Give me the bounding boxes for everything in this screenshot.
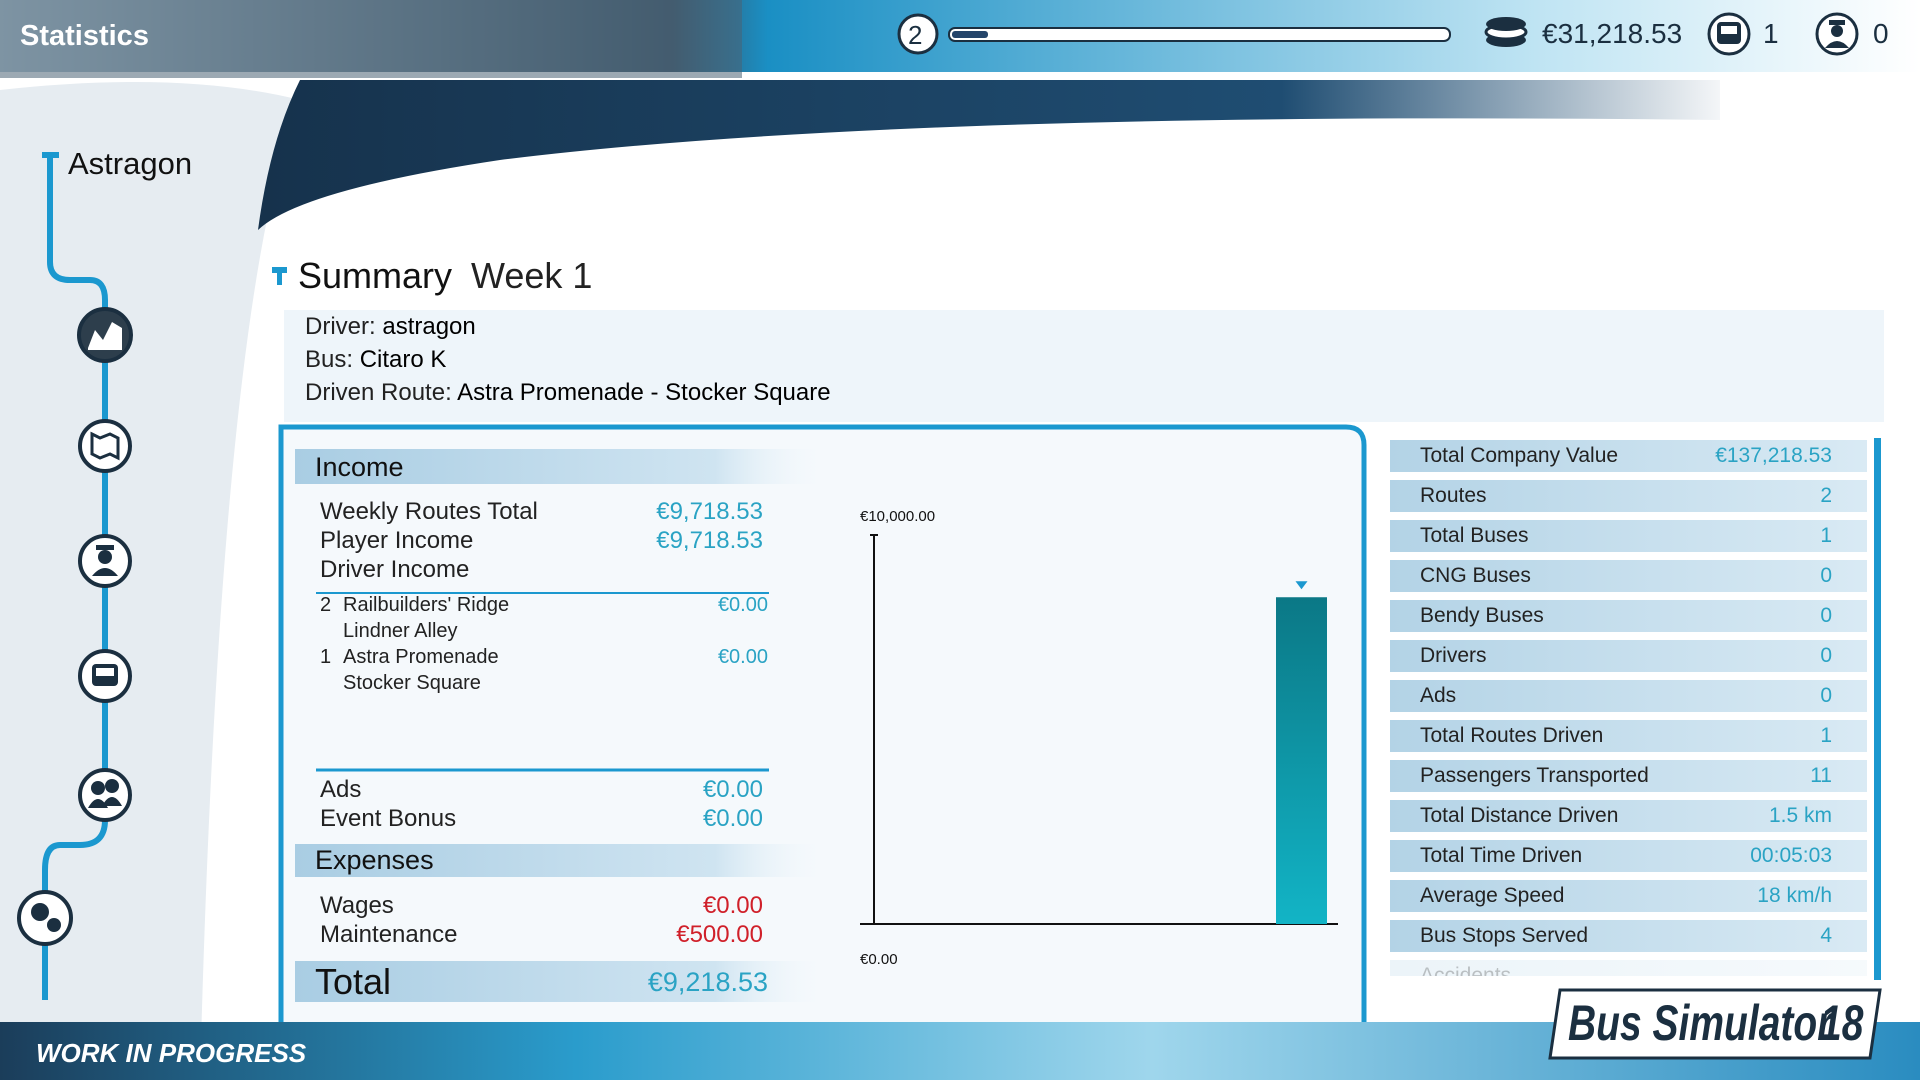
bar [1276,597,1327,924]
stat-value: 1 [1820,524,1832,547]
route-line: Driven Route: Astra Promenade - Stocker … [305,379,831,407]
income-value: €0.00 [702,776,763,803]
status: WORK IN PROGRESS [36,1038,307,1068]
total-label: Total [315,961,392,1002]
route-from: Railbuilders' Ridge [343,594,510,616]
screen-title: Statistics [20,20,149,52]
route: Astra Promenade - Stocker Square [457,379,831,406]
stat-value: 18 km/h [1757,884,1832,907]
stat-row [1390,760,1867,792]
stat-row [1390,920,1867,952]
stat-label: Ads [1420,684,1457,707]
stat-value: 11 [1810,764,1832,787]
stat-value: 00:05:03 [1750,844,1832,867]
income-label: Driver Income [320,556,470,583]
bus-line: Bus: Citaro K [305,346,446,374]
driver: astragon [382,313,476,340]
route-number: 2 [320,594,332,616]
route-to: Stocker Square [343,672,481,694]
stat-row [1390,520,1867,552]
stat-label: Bendy Buses [1420,604,1544,627]
stat-value: 1 [1820,724,1832,747]
income-label: Player Income [320,527,474,554]
stat-row [1390,840,1867,872]
summary-week: Week 1 [471,255,593,296]
bus-count: 1 [1763,18,1779,49]
company-name: Astragon [68,146,193,181]
stat-row [1390,440,1867,472]
stat-row [1390,800,1867,832]
driver-count: 0 [1873,18,1889,49]
income-value: €9,718.53 [656,498,763,525]
income-value: €0.00 [702,805,763,832]
expenses-title: Expenses [315,845,434,875]
stat-value: €137,218.53 [1715,444,1832,467]
stat-row [1390,720,1867,752]
stat-value: 4 [1820,924,1832,947]
total-value: €9,218.53 [647,967,768,997]
stat-label: Total Time Driven [1420,844,1583,867]
stat-label: Passengers Transported [1420,764,1649,787]
driver-line: Driver: astragon [305,313,476,341]
label: Driven Route: [305,379,452,406]
route-value: €0.00 [717,594,768,616]
money: €31,218.53 [1542,18,1683,49]
income-title: Income [315,452,404,482]
logo: Bus Simulator [1568,995,1833,1051]
income-value: €9,718.53 [656,527,763,554]
expense-label: Maintenance [320,921,458,948]
bus: Citaro K [359,346,447,373]
stat-row [1390,960,1867,976]
y-tick-label: €0.00 [860,951,898,968]
stat-row [1390,680,1867,712]
stat-row [1390,640,1867,672]
bar-marker [1295,581,1308,590]
income-label: Weekly Routes Total [320,498,538,525]
stat-label: Drivers [1420,644,1487,667]
route-value: €0.00 [717,646,768,668]
stat-value: 1.5 km [1768,804,1832,827]
stat-label: Total Routes Driven [1420,724,1604,747]
stat-label: CNG Buses [1420,564,1531,587]
stat-row [1390,480,1867,512]
stat-label: Total Company Value [1420,444,1619,467]
level: 2 [908,20,923,50]
income-label: Event Bonus [320,805,457,832]
summary-title: Summary [298,255,453,296]
stat-row [1390,880,1867,912]
stat-value: 0 [1820,604,1832,627]
route-from: Astra Promenade [343,646,499,668]
stat-label: Total Distance Driven [1420,804,1619,827]
stat-value: 0 [1820,644,1832,667]
stat-row [1390,600,1867,632]
y-tick-label: €10,000.00 [860,508,935,525]
logo-number: 18 [1820,995,1864,1051]
stat-row [1390,560,1867,592]
stat-label: Average Speed [1420,884,1565,907]
stat-label: Total Buses [1420,524,1529,547]
label: Bus: [305,346,354,373]
stat-value: 0 [1820,564,1832,587]
expense-label: Wages [320,892,394,919]
income-label: Ads [320,776,362,803]
stat-value: 0 [1820,684,1832,707]
stat-label: Routes [1420,484,1487,507]
route-number: 1 [320,646,332,668]
route-to: Lindner Alley [343,620,458,642]
stat-label: Accidents [1420,964,1512,976]
expense-value: €0.00 [702,892,763,919]
label: Driver: [305,313,376,340]
stat-label: Bus Stops Served [1420,924,1589,947]
expense-value: €500.00 [676,921,763,948]
stat-value: 2 [1820,484,1832,507]
